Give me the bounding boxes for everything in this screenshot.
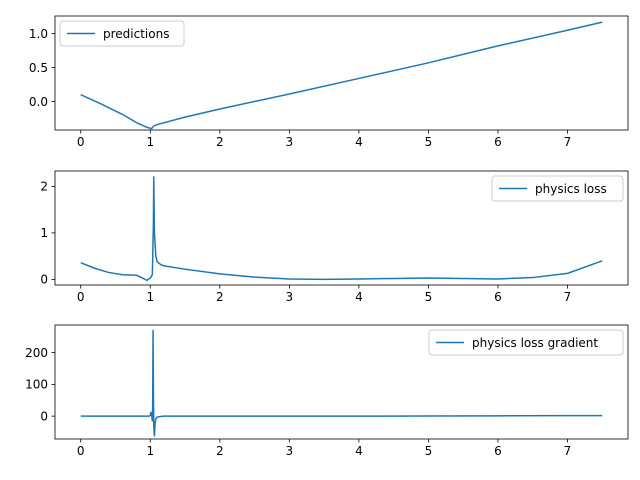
legend-label: physics loss gradient [472, 336, 598, 350]
x-tick-label: 6 [494, 444, 502, 458]
x-tick-label: 3 [286, 444, 294, 458]
x-tick-label: 2 [216, 444, 224, 458]
legend: predictions [59, 20, 185, 47]
x-tick-label: 5 [425, 290, 433, 304]
y-tick-label: 200 [25, 346, 48, 360]
x-tick-label: 0 [77, 135, 85, 149]
y-tick-label: 0.0 [29, 95, 48, 109]
physics-loss-gradient-subplot: 0 1 2 3 4 5 6 7 0 100 200 physics loss gradient [25, 324, 629, 458]
y-tick-label: 0 [40, 273, 48, 287]
physics-loss-subplot: 0 1 2 3 4 5 6 7 0 1 2 physics loss [40, 170, 629, 304]
x-tick-label: 0 [77, 444, 85, 458]
x-tick-label: 7 [564, 290, 572, 304]
series-line-1 [80, 329, 603, 437]
predictions-subplot: 0 1 2 3 4 5 6 7 0.0 0.5 1.0 predictions [29, 15, 629, 149]
legend-box [428, 329, 624, 356]
x-tick-label: 5 [425, 444, 433, 458]
x-tick-label: 4 [355, 444, 363, 458]
x-tick-label: 2 [216, 135, 224, 149]
series-line-1 [80, 176, 603, 282]
y-tick-label: 0 [40, 409, 48, 423]
x-tick-label: 4 [355, 135, 363, 149]
y-tick-label: 2 [40, 180, 48, 194]
axes-frame [54, 15, 629, 131]
x-tick-label: 0 [77, 290, 85, 304]
y-tick-label: 1.0 [29, 27, 48, 41]
series-line-1 [80, 21, 603, 130]
x-tick-label: 5 [425, 135, 433, 149]
x-tick-label: 1 [146, 135, 154, 149]
x-tick-label: 1 [146, 444, 154, 458]
axes-frame [54, 170, 629, 286]
x-tick-label: 3 [286, 135, 294, 149]
x-tick-label: 2 [216, 290, 224, 304]
x-tick-label: 4 [355, 290, 363, 304]
legend-box [491, 175, 624, 202]
legend-label: physics loss [535, 182, 607, 196]
y-tick-label: 100 [25, 378, 48, 392]
x-tick-label: 3 [286, 290, 294, 304]
legend: physics loss [491, 175, 624, 202]
legend: physics loss gradient [428, 329, 624, 356]
legend-label: predictions [103, 27, 169, 41]
x-tick-label: 6 [494, 135, 502, 149]
y-tick-label: 0.5 [29, 61, 48, 75]
x-tick-label: 6 [494, 290, 502, 304]
legend-box [59, 20, 185, 47]
x-tick-label: 1 [146, 290, 154, 304]
axes-frame [54, 324, 629, 440]
y-tick-label: 1 [40, 226, 48, 240]
x-tick-label: 7 [564, 135, 572, 149]
x-tick-label: 7 [564, 444, 572, 458]
